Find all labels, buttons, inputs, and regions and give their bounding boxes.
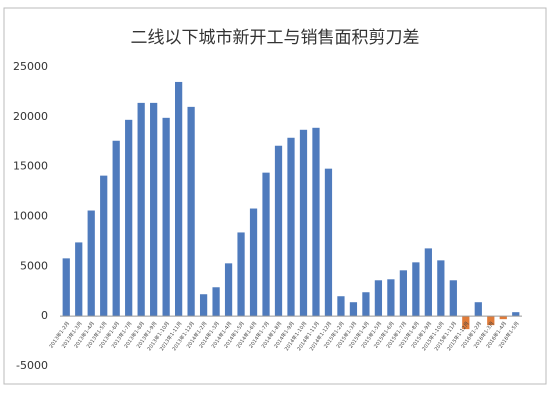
bar xyxy=(249,208,258,317)
bar xyxy=(287,137,295,317)
y-tick-label: 20000 xyxy=(13,110,48,123)
y-tick-label: 5000 xyxy=(20,259,48,272)
bar xyxy=(274,145,283,317)
bar xyxy=(87,210,95,317)
bar xyxy=(299,129,308,317)
bar xyxy=(150,102,158,317)
bar xyxy=(137,102,145,317)
bar xyxy=(262,172,270,317)
bar xyxy=(362,292,370,317)
bar xyxy=(374,280,383,317)
y-tick-label: 0 xyxy=(41,309,48,322)
bar xyxy=(424,248,432,317)
bar xyxy=(312,127,320,317)
bar xyxy=(199,294,208,317)
bar xyxy=(449,280,457,317)
bar xyxy=(62,258,70,317)
bar xyxy=(212,287,220,317)
bar xyxy=(474,302,482,317)
bar xyxy=(437,260,445,317)
bar xyxy=(75,242,83,317)
bar xyxy=(175,81,183,317)
y-tick-label: -5000 xyxy=(16,359,48,372)
y-tick-label: 15000 xyxy=(13,160,48,173)
bar xyxy=(162,117,170,317)
bar xyxy=(237,232,245,317)
bar xyxy=(412,262,420,317)
bar xyxy=(462,316,470,330)
bar xyxy=(512,312,520,317)
chart-title: 二线以下城市新开工与销售面积剪刀差 xyxy=(131,28,420,48)
bar xyxy=(125,119,133,317)
y-tick-label: 25000 xyxy=(13,60,48,73)
bar xyxy=(100,175,108,317)
bar xyxy=(387,279,395,317)
bar xyxy=(224,263,233,317)
bar xyxy=(499,316,507,320)
bar xyxy=(324,168,333,317)
bar xyxy=(337,296,345,317)
bar xyxy=(399,270,407,317)
bar xyxy=(349,302,358,317)
y-tick-label: 10000 xyxy=(13,210,48,223)
bar xyxy=(487,316,495,326)
bar xyxy=(112,140,120,317)
bar xyxy=(187,106,195,317)
